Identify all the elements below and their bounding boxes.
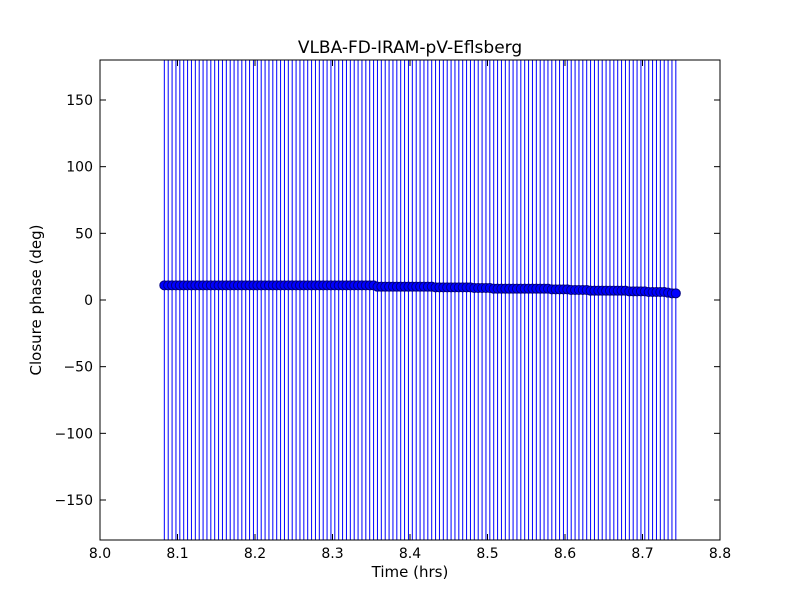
x-tick-label: 8.6 bbox=[554, 546, 576, 562]
y-tick-label: 50 bbox=[75, 226, 93, 242]
y-axis-label: Closure phase (deg) bbox=[27, 225, 45, 376]
x-tick-label: 8.4 bbox=[399, 546, 421, 562]
x-tick-label: 8.5 bbox=[476, 546, 498, 562]
x-tick-label: 8.2 bbox=[244, 546, 266, 562]
y-tick-label: 0 bbox=[84, 293, 93, 309]
y-tick-label: −150 bbox=[55, 493, 93, 509]
y-tick-label: −100 bbox=[55, 426, 93, 442]
x-tick-label: 8.0 bbox=[89, 546, 111, 562]
x-axis-label: Time (hrs) bbox=[371, 563, 449, 581]
x-tick-label: 8.7 bbox=[631, 546, 653, 562]
data-point bbox=[670, 288, 681, 299]
y-tick-label: −50 bbox=[63, 360, 93, 376]
x-tick-label: 8.3 bbox=[321, 546, 343, 562]
y-tick-label: 150 bbox=[66, 93, 93, 109]
plot-frame bbox=[99, 59, 721, 541]
x-tick-label: 8.8 bbox=[709, 546, 731, 562]
x-tick-label: 8.1 bbox=[166, 546, 188, 562]
y-tick-label: 100 bbox=[66, 160, 93, 176]
chart-title: VLBA-FD-IRAM-pV-Eflsberg bbox=[298, 38, 522, 58]
